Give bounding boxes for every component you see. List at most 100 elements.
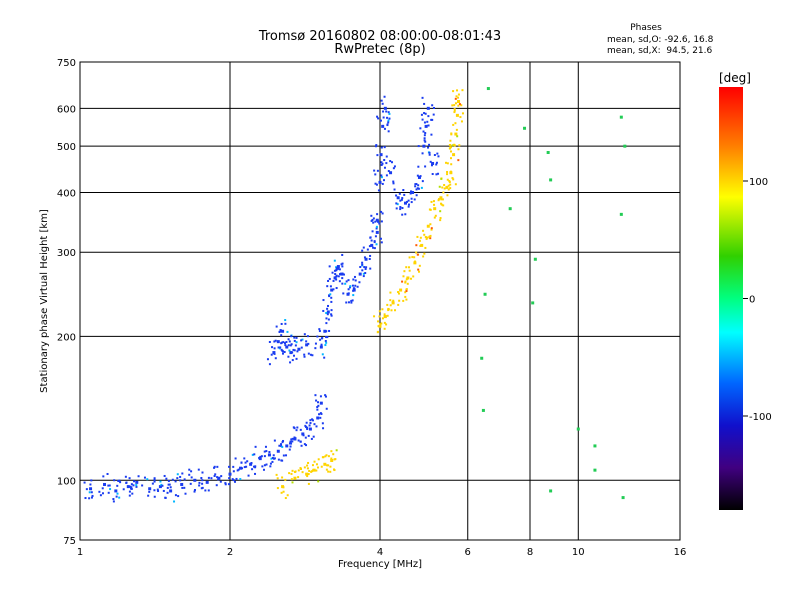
data-point xyxy=(233,480,236,483)
data-point xyxy=(305,472,309,476)
data-point xyxy=(181,486,184,489)
data-point xyxy=(397,303,400,306)
data-point xyxy=(381,182,384,185)
data-point xyxy=(159,480,162,483)
data-point xyxy=(414,260,417,263)
data-point xyxy=(416,174,419,177)
data-point xyxy=(421,118,424,121)
data-point xyxy=(378,222,381,225)
data-point xyxy=(327,279,330,282)
data-point xyxy=(418,239,421,242)
data-point xyxy=(210,477,213,480)
data-point xyxy=(287,355,290,358)
data-point xyxy=(308,427,312,431)
data-point xyxy=(397,292,400,295)
data-point xyxy=(327,318,330,321)
y-tick-label: 100 xyxy=(57,476,76,487)
data-point xyxy=(183,486,186,489)
data-point xyxy=(428,153,431,156)
data-point xyxy=(373,315,376,318)
data-point xyxy=(390,309,393,312)
data-point xyxy=(240,461,243,464)
data-point xyxy=(430,228,433,231)
data-point xyxy=(405,289,408,292)
data-point xyxy=(405,266,408,269)
data-point xyxy=(283,342,286,345)
data-point xyxy=(280,334,283,337)
data-point xyxy=(330,309,333,312)
data-point xyxy=(399,206,402,209)
data-point xyxy=(284,478,287,481)
data-point xyxy=(273,457,276,460)
data-point xyxy=(201,482,204,485)
data-point xyxy=(310,437,313,440)
data-point xyxy=(459,116,462,119)
data-point xyxy=(205,480,209,484)
y-tick-label: 600 xyxy=(57,104,76,115)
data-point xyxy=(453,143,456,146)
data-point xyxy=(214,473,217,476)
data-point xyxy=(280,322,283,325)
data-point xyxy=(160,483,163,486)
data-point xyxy=(347,279,350,282)
data-point xyxy=(246,460,249,463)
data-point xyxy=(442,204,445,207)
data-point xyxy=(313,460,316,463)
data-point xyxy=(322,427,325,430)
data-point xyxy=(393,165,396,168)
data-point xyxy=(135,485,138,488)
data-point xyxy=(376,213,379,216)
data-point xyxy=(216,476,219,479)
data-point xyxy=(162,489,165,492)
data-point xyxy=(323,356,326,359)
data-point xyxy=(254,472,257,475)
data-point xyxy=(101,487,104,490)
data-point xyxy=(254,445,257,448)
data-point xyxy=(395,194,398,197)
data-point xyxy=(245,465,248,468)
data-point xyxy=(414,185,417,188)
data-point xyxy=(377,220,380,223)
data-point xyxy=(291,437,294,440)
data-point xyxy=(284,344,287,347)
data-point xyxy=(361,261,364,264)
data-point xyxy=(280,445,283,448)
data-point xyxy=(328,295,331,298)
data-point xyxy=(166,486,169,489)
data-point xyxy=(207,476,210,479)
data-point xyxy=(408,256,411,259)
data-point xyxy=(325,317,328,320)
data-point xyxy=(281,445,284,448)
data-point xyxy=(324,339,327,342)
data-point xyxy=(189,482,192,485)
colorbar-tick-label: 0 xyxy=(749,295,755,306)
data-point xyxy=(423,139,426,142)
data-point xyxy=(299,440,302,443)
data-point xyxy=(428,235,431,238)
data-point xyxy=(421,96,424,99)
data-point xyxy=(260,455,263,458)
data-point xyxy=(340,272,344,276)
data-point xyxy=(369,267,372,270)
data-point xyxy=(345,301,348,304)
data-point xyxy=(395,202,398,205)
data-point xyxy=(428,151,431,154)
data-point xyxy=(619,212,623,216)
data-point xyxy=(270,353,273,356)
data-point xyxy=(102,475,105,478)
data-point xyxy=(361,263,364,266)
data-point xyxy=(330,450,333,453)
data-point xyxy=(375,230,379,234)
data-point xyxy=(450,163,453,166)
data-point xyxy=(446,162,449,165)
data-point xyxy=(413,256,416,259)
data-point xyxy=(445,185,449,189)
data-point xyxy=(289,351,293,355)
data-point xyxy=(249,462,253,466)
data-point xyxy=(381,124,384,127)
data-point xyxy=(428,143,431,146)
data-point xyxy=(434,214,437,217)
data-point xyxy=(207,489,210,492)
data-point xyxy=(435,173,438,176)
data-point xyxy=(300,346,303,349)
